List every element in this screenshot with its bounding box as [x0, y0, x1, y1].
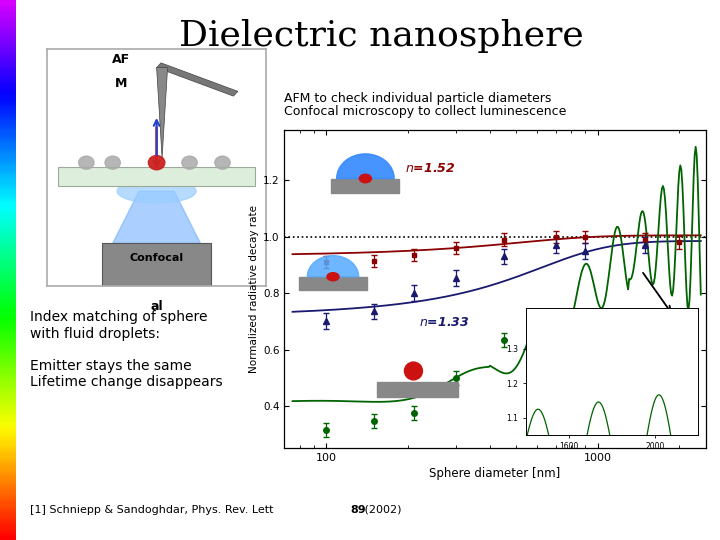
Wedge shape — [337, 154, 394, 179]
Polygon shape — [112, 191, 200, 244]
Ellipse shape — [359, 174, 372, 183]
Bar — [58, 167, 256, 186]
Text: Lifetime change disappears: Lifetime change disappears — [30, 375, 223, 389]
Text: M: M — [115, 77, 127, 90]
Text: Confocal microscopy to collect luminescence: Confocal microscopy to collect luminesce… — [284, 105, 567, 118]
Polygon shape — [157, 63, 238, 96]
Y-axis label: Normalized radiative decay rate: Normalized radiative decay rate — [248, 205, 258, 373]
Bar — [102, 244, 212, 286]
Text: Index matching of sphere: Index matching of sphere — [30, 310, 208, 325]
Ellipse shape — [405, 362, 423, 380]
Wedge shape — [307, 255, 359, 276]
Polygon shape — [157, 68, 168, 158]
X-axis label: Sphere diameter [nm]: Sphere diameter [nm] — [429, 467, 561, 480]
Text: Dielectric nanosphere: Dielectric nanosphere — [179, 19, 584, 53]
Text: Confocal: Confocal — [130, 253, 184, 262]
Ellipse shape — [148, 156, 165, 170]
Text: 89: 89 — [351, 505, 366, 515]
Ellipse shape — [117, 179, 196, 203]
Ellipse shape — [78, 156, 94, 169]
Ellipse shape — [327, 273, 339, 281]
Ellipse shape — [182, 156, 197, 169]
Text: AF: AF — [112, 53, 130, 66]
Text: $n$=1.33: $n$=1.33 — [419, 315, 470, 328]
Text: al: al — [150, 300, 163, 313]
Text: (2002): (2002) — [361, 505, 402, 515]
Bar — [331, 179, 400, 193]
Ellipse shape — [105, 156, 120, 169]
Ellipse shape — [215, 156, 230, 169]
Bar — [377, 382, 459, 397]
Text: AFM to check individual particle diameters: AFM to check individual particle diamete… — [284, 92, 552, 105]
Text: with fluid droplets:: with fluid droplets: — [30, 327, 161, 341]
Text: Emitter stays the same: Emitter stays the same — [30, 359, 192, 373]
Bar — [299, 276, 367, 291]
Text: $n$=1: $n$=1 — [529, 403, 557, 416]
Text: [1] Schniepp & Sandoghdar, Phys. Rev. Lett: [1] Schniepp & Sandoghdar, Phys. Rev. Le… — [30, 505, 277, 515]
Text: $n$=1.52: $n$=1.52 — [405, 162, 456, 175]
